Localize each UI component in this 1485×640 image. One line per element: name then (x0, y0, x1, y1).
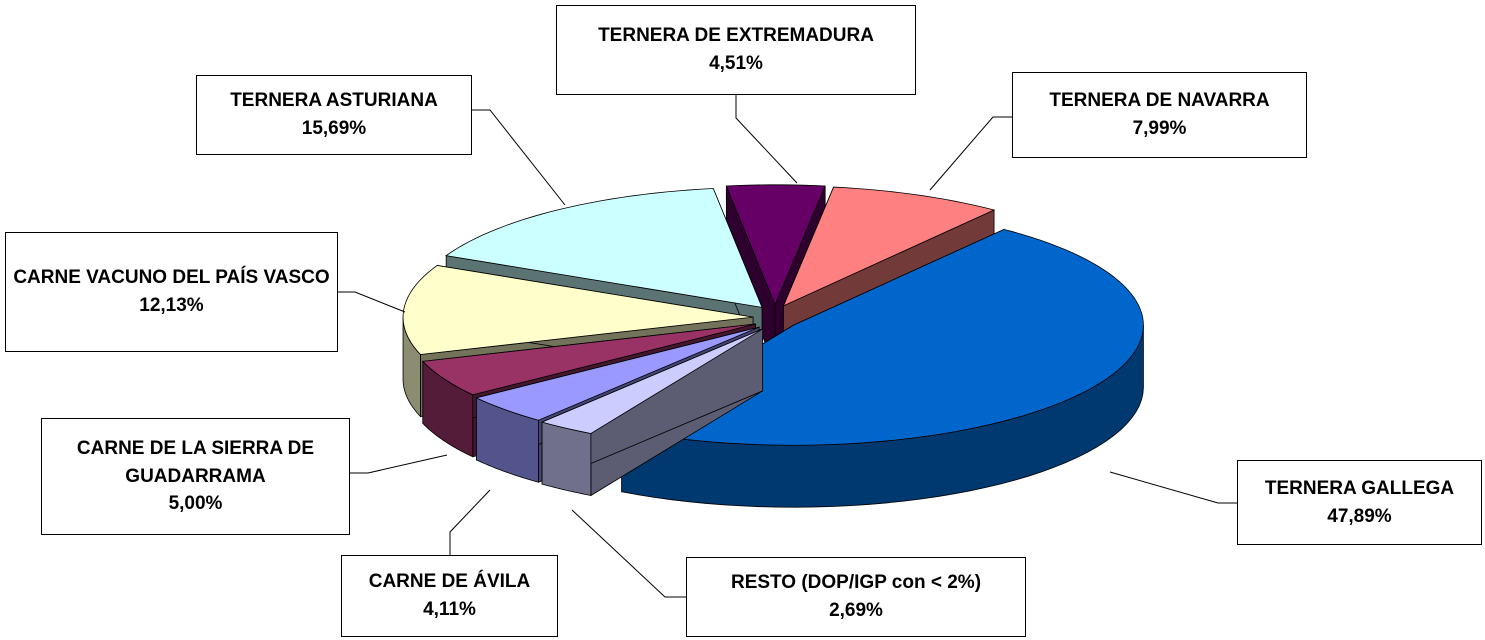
slice-label: TERNERA ASTURIANA (230, 90, 438, 112)
value-label: 5,00% (168, 493, 223, 515)
slice-label: TERNERA DE EXTREMADURA (598, 25, 874, 47)
data-label-box: TERNERA DE EXTREMADURA 4,51% (556, 5, 916, 95)
slice (540, 328, 763, 434)
slice-label: CARNE VACUNO DEL PAÍS VASCO (13, 267, 330, 289)
value-label: 4,11% (423, 599, 476, 620)
leader-line (350, 454, 448, 474)
slice-wall (541, 421, 592, 496)
value-label: 4,51% (709, 53, 763, 74)
slice (445, 188, 763, 308)
data-label-box: TERNERA GALLEGA 47,89% (1237, 460, 1482, 545)
value-label: 12,13% (139, 295, 204, 316)
slice (421, 323, 756, 396)
value-label: 15,69% (301, 118, 367, 139)
data-label-box: CARNE DE LA SIERRA DE GUADARRAMA 5,00% (41, 418, 350, 535)
slice (725, 184, 826, 306)
leader-line (338, 291, 406, 313)
leader-line (735, 95, 798, 184)
slice-label: CARNE DE ÁVILA (368, 571, 531, 593)
data-label-box: CARNE VACUNO DEL PAÍS VASCO 12,13% (5, 232, 338, 352)
slice-label: TERNERA DE NAVARRA (1049, 90, 1270, 112)
value-label: 7,99% (1132, 118, 1187, 139)
slice-label: TERNERA GALLEGA (1264, 477, 1455, 499)
leader-line (449, 489, 491, 555)
value-label: 47,89% (1327, 505, 1392, 527)
leader-line (472, 109, 566, 206)
data-label-box: RESTO (DOP/IGP con < 2%) 2,69% (686, 557, 1026, 637)
slice-label: CARNE DE LA SIERRA DE GUADARRAMA (76, 438, 315, 487)
slice (475, 326, 760, 421)
leader-line (571, 509, 686, 598)
data-label-box: CARNE DE ÁVILA 4,11% (341, 555, 558, 637)
slice (540, 328, 764, 497)
leader-line (929, 116, 1012, 191)
value-label: 2,69% (829, 600, 883, 621)
data-label-box: TERNERA DE NAVARRA 7,99% (1012, 72, 1307, 158)
leader-line (1109, 471, 1237, 504)
slice (402, 265, 754, 355)
slice-label: RESTO (DOP/IGP con < 2%) (730, 572, 982, 594)
data-label-box: TERNERA ASTURIANA 15,69% (196, 75, 472, 155)
slice (782, 186, 996, 307)
